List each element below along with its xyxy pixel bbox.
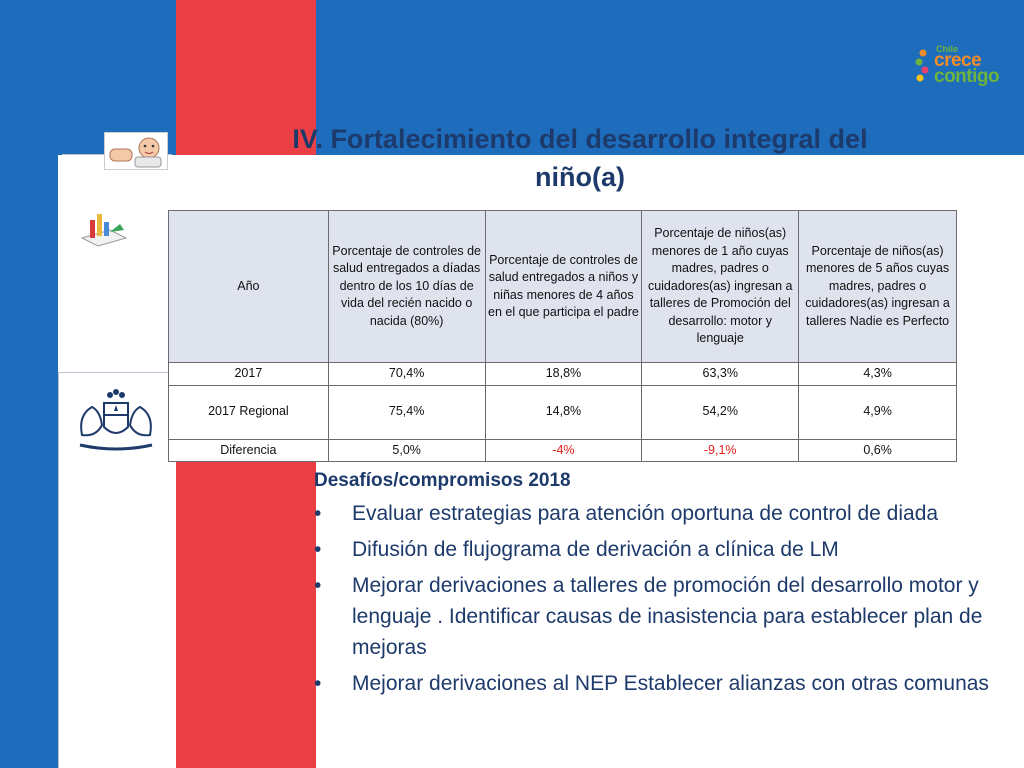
- table-cell: 54,2%: [641, 384, 800, 440]
- table-cell: 18,8%: [484, 362, 643, 386]
- challenges-section: Desafíos/compromisos 2018 • Evaluar estra…: [314, 470, 994, 704]
- logo-line1: crece: [934, 50, 982, 71]
- header-controls-father: Porcentaje de controles de salud entrega…: [484, 210, 643, 363]
- list-item: • Difusión de flujograma de derivación a …: [314, 534, 994, 565]
- table-cell: 2017: [168, 362, 329, 386]
- top-right-blue-block: [316, 0, 1024, 155]
- header-controls-dyads: Porcentaje de controles de salud entrega…: [327, 210, 486, 363]
- crece-contigo-logo: Chile crece contigo: [914, 44, 1004, 87]
- list-item: • Mejorar derivaciones a talleres de prom…: [314, 570, 994, 663]
- table-cell-negative: -9,1%: [641, 438, 800, 462]
- list-item-text: Mejorar derivaciones al NEP Establecer a…: [352, 672, 989, 695]
- table-row: 2017 70,4% 18,8% 63,3% 4,3%: [168, 362, 957, 386]
- table-cell: 5,0%: [327, 438, 486, 462]
- left-blue-strip: [0, 0, 58, 768]
- table-header-row: Año Porcentaje de controles de salud ent…: [168, 210, 957, 363]
- list-item: • Mejorar derivaciones al NEP Establecer …: [314, 668, 994, 699]
- table-cell: 14,8%: [484, 384, 643, 440]
- list-item: • Evaluar estrategias para atención oport…: [314, 498, 994, 529]
- bullet-icon: •: [314, 672, 322, 695]
- table-cell-negative: -4%: [484, 438, 643, 462]
- table-cell: 2017 Regional: [168, 384, 329, 440]
- bullet-icon: •: [314, 574, 322, 597]
- table-cell: 4,3%: [798, 362, 957, 386]
- bullet-icon: •: [314, 538, 322, 561]
- chart-icon: [80, 214, 128, 247]
- top-left-blue-block: [58, 0, 176, 155]
- baby-icon: [104, 132, 168, 170]
- challenges-list: • Evaluar estrategias para atención oport…: [314, 498, 994, 699]
- list-item-text: Evaluar estrategias para atención oportu…: [352, 502, 939, 525]
- table-cell-positive: 0,6%: [798, 438, 957, 462]
- coat-of-arms-icon: [79, 389, 153, 451]
- indicators-table: Año Porcentaje de controles de salud ent…: [168, 210, 957, 462]
- table-cell: 4,9%: [798, 384, 957, 440]
- header-year: Año: [168, 210, 329, 363]
- section-title: Desafíos/compromisos 2018: [314, 470, 571, 491]
- red-bar-bottom: [176, 462, 316, 768]
- list-item-text: Mejorar derivaciones a talleres de promo…: [352, 574, 983, 659]
- red-bar-top: [176, 0, 316, 155]
- table-row: Diferencia 5,0% -4% -9,1% 0,6%: [168, 438, 957, 462]
- divider-line-2: [58, 372, 176, 373]
- table-cell: Diferencia: [168, 438, 329, 462]
- table-cell: 63,3%: [641, 362, 800, 386]
- logo-line2: contigo: [934, 66, 1000, 87]
- table-cell: 75,4%: [327, 384, 486, 440]
- table-row: 2017 Regional 75,4% 14,8% 54,2% 4,9%: [168, 384, 957, 440]
- logo-mark-icon: [915, 49, 929, 82]
- slide-title: IV. Fortalecimiento del desarrollo integ…: [292, 124, 868, 192]
- vertical-divider: [58, 372, 59, 768]
- list-item-text: Difusión de flujograma de derivación a c…: [352, 538, 839, 561]
- header-motor-language-workshops: Porcentaje de niños(as) menores de 1 año…: [641, 210, 800, 363]
- table-cell: 70,4%: [327, 362, 486, 386]
- header-nadie-es-perfecto: Porcentaje de niños(as) menores de 5 año…: [798, 210, 957, 363]
- bullet-icon: •: [314, 502, 322, 525]
- logo-country: Chile: [936, 44, 959, 54]
